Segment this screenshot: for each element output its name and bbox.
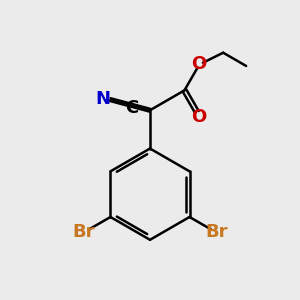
Text: O: O: [191, 56, 206, 74]
Text: O: O: [191, 108, 206, 126]
Text: Br: Br: [205, 223, 228, 241]
Text: N: N: [95, 90, 110, 108]
Text: Br: Br: [72, 223, 95, 241]
Text: C: C: [125, 99, 138, 117]
